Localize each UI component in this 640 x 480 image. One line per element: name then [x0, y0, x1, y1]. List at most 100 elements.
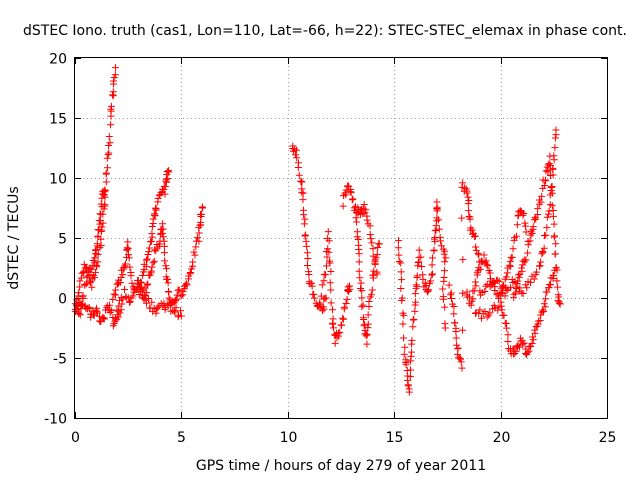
- data-point: [150, 257, 158, 265]
- data-point: [171, 297, 179, 305]
- data-point: [480, 251, 488, 259]
- data-point: [101, 202, 109, 210]
- data-point: [425, 286, 433, 294]
- data-point: [458, 326, 466, 334]
- data-point: [548, 189, 556, 197]
- data-point: [542, 295, 550, 303]
- data-point: [298, 178, 306, 186]
- data-point: [513, 221, 521, 229]
- data-point: [433, 207, 441, 215]
- data-point: [441, 247, 449, 255]
- data-point: [76, 283, 84, 291]
- data-point: [109, 296, 117, 304]
- data-point: [506, 261, 514, 269]
- data-point: [406, 373, 414, 381]
- data-point: [111, 71, 119, 79]
- data-point: [75, 310, 83, 318]
- data-point: [145, 248, 153, 256]
- data-point: [126, 298, 134, 306]
- data-point: [298, 185, 306, 193]
- data-point: [346, 188, 354, 196]
- x-tick-label: 5: [177, 430, 186, 446]
- data-point: [494, 277, 502, 285]
- data-point: [400, 334, 408, 342]
- data-point: [510, 290, 518, 298]
- data-point: [369, 252, 377, 260]
- data-point: [318, 281, 326, 289]
- data-point: [160, 249, 168, 257]
- data-point: [145, 244, 153, 252]
- data-point: [101, 186, 109, 194]
- data-point: [548, 202, 556, 210]
- data-point: [526, 237, 534, 245]
- data-point: [519, 257, 527, 265]
- data-point: [533, 268, 541, 276]
- data-point: [142, 262, 150, 270]
- data-point: [534, 210, 542, 218]
- data-point: [124, 238, 132, 246]
- data-point: [550, 233, 558, 241]
- x-tick-label: 0: [71, 430, 80, 446]
- data-point: [325, 237, 333, 245]
- data-point: [412, 281, 420, 289]
- data-point: [551, 144, 559, 152]
- data-point: [522, 228, 530, 236]
- data-point: [339, 315, 347, 323]
- data-point: [139, 271, 147, 279]
- data-point: [124, 245, 132, 253]
- data-point: [523, 284, 531, 292]
- data-point: [528, 340, 536, 348]
- data-point: [475, 264, 483, 272]
- data-point: [327, 299, 335, 307]
- data-point: [441, 324, 449, 332]
- data-point: [500, 311, 508, 319]
- data-point: [512, 348, 520, 356]
- data-point: [524, 348, 532, 356]
- data-point: [409, 323, 417, 331]
- data-point: [177, 312, 185, 320]
- data-point: [419, 275, 427, 283]
- data-point: [115, 302, 123, 310]
- data-point: [497, 302, 505, 310]
- data-point: [111, 64, 119, 72]
- data-point: [448, 295, 456, 303]
- data-point: [162, 175, 170, 183]
- data-point: [105, 149, 113, 157]
- data-point: [103, 164, 111, 172]
- data-point: [129, 292, 137, 300]
- data-point: [412, 298, 420, 306]
- data-point: [183, 281, 191, 289]
- data-point: [373, 270, 381, 278]
- data-point: [310, 294, 318, 302]
- data-point: [324, 228, 332, 236]
- data-point: [397, 259, 405, 267]
- data-point: [110, 290, 118, 298]
- data-point: [550, 220, 558, 228]
- data-point: [189, 258, 197, 266]
- data-point: [142, 299, 150, 307]
- data-point: [528, 230, 536, 238]
- data-point: [540, 244, 548, 252]
- data-point: [502, 273, 510, 281]
- data-point: [481, 307, 489, 315]
- data-point: [160, 299, 168, 307]
- data-point: [499, 282, 507, 290]
- data-point: [327, 267, 335, 275]
- data-point: [556, 300, 564, 308]
- data-point: [93, 240, 101, 248]
- data-point: [183, 280, 191, 288]
- data-point: [542, 176, 550, 184]
- data-point: [375, 240, 383, 248]
- data-point: [135, 290, 143, 298]
- data-point: [395, 251, 403, 259]
- data-point: [398, 276, 406, 284]
- data-point: [360, 322, 368, 330]
- data-point: [143, 289, 151, 297]
- data-point: [402, 359, 410, 367]
- data-point: [140, 295, 148, 303]
- data-point: [417, 253, 425, 261]
- data-point: [197, 218, 205, 226]
- data-point: [357, 279, 365, 287]
- data-point: [360, 201, 368, 209]
- data-point: [125, 254, 133, 262]
